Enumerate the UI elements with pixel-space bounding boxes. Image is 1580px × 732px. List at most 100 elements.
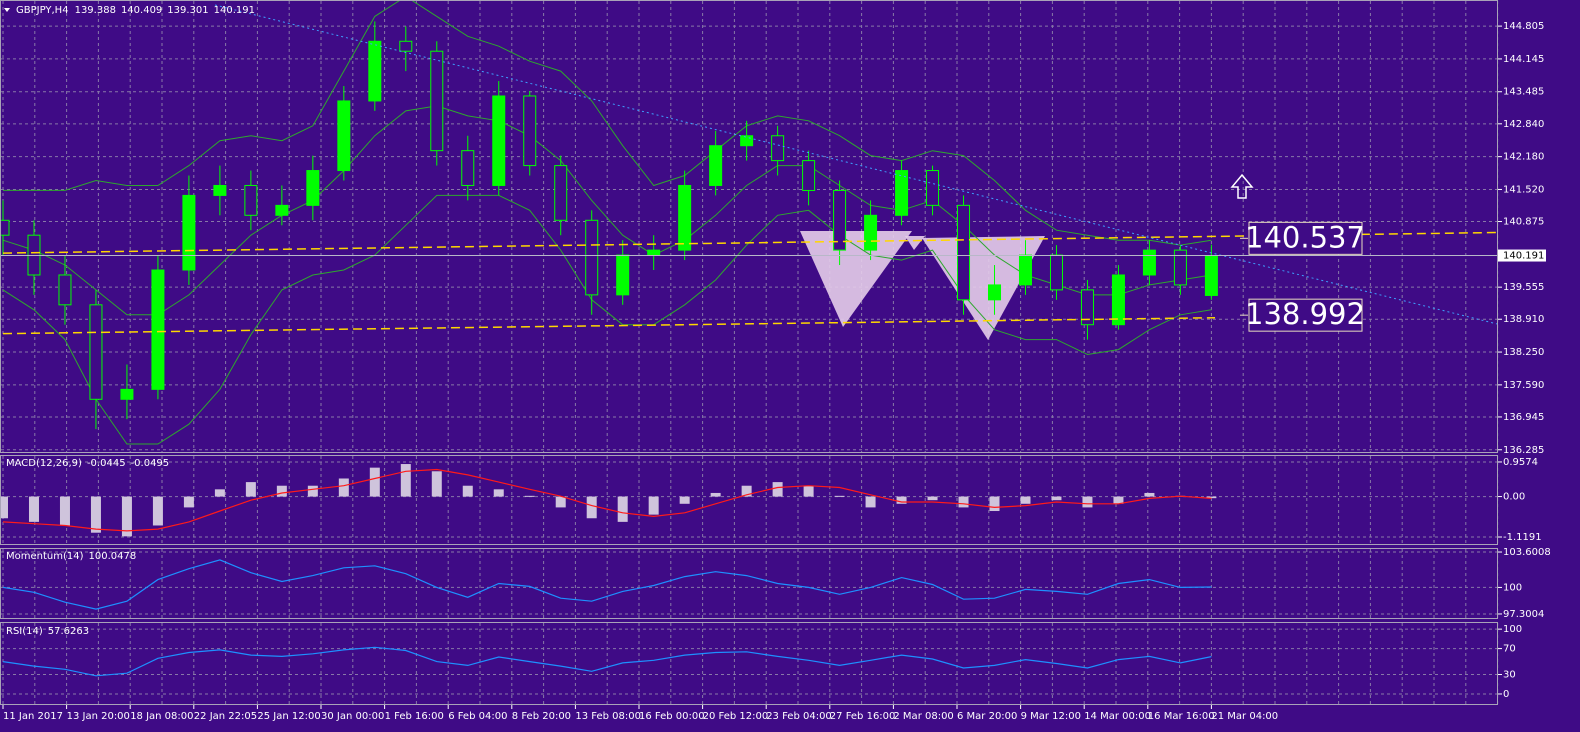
candle-body — [585, 219, 599, 296]
panel-frames — [0, 0, 1498, 705]
macd-bar — [710, 492, 721, 497]
macd-bar — [586, 496, 597, 519]
label: Momentum(14) — [6, 551, 84, 562]
y-tick-label: 140.875 — [1503, 217, 1544, 228]
macd-bar — [555, 496, 566, 508]
y-tick-label: 0.9574 — [1503, 457, 1538, 468]
rsi-header: RSI(14) 57.6263 — [6, 626, 89, 637]
rsi-value: 57.6263 — [48, 626, 89, 637]
price-plot — [0, 0, 1498, 445]
price-label: 138.992 — [1245, 297, 1365, 331]
candle-body — [554, 165, 568, 221]
candle-body — [523, 95, 537, 167]
menu-arrow[interactable] — [4, 8, 10, 12]
macd-bar — [400, 464, 411, 497]
candle-body — [647, 249, 661, 256]
macd-bar — [1144, 492, 1155, 497]
x-tick-label: 11 Jan 2017 — [3, 711, 63, 722]
x-tick-label: 6 Feb 04:00 — [448, 711, 507, 722]
x-tick-label: 18 Jan 08:00 — [130, 711, 193, 722]
bollinger-middle — [2, 105, 1212, 316]
macd-bar — [803, 485, 814, 497]
macd-bar — [90, 496, 101, 533]
candle-body — [461, 150, 475, 186]
y-tick-label: 137.590 — [1503, 380, 1544, 391]
y-tick-label: 0.00 — [1503, 492, 1525, 503]
candle-body — [151, 269, 165, 390]
candle-body — [1111, 274, 1125, 326]
macd-value: -0.0445 — [87, 458, 126, 469]
candle-body — [864, 214, 878, 251]
pattern-triangle — [922, 236, 1045, 340]
macd-bar — [648, 496, 659, 515]
macd-bar — [772, 482, 783, 497]
candle-body — [957, 204, 971, 301]
macd-bar — [493, 489, 504, 497]
symbol: GBPJPY,H4 — [16, 5, 69, 16]
candle-body — [0, 219, 10, 236]
y-tick-label: 141.520 — [1503, 184, 1544, 195]
indicator-line — [2, 559, 1212, 610]
macd-bar — [28, 496, 39, 522]
x-tick-label: 6 Mar 20:00 — [957, 711, 1017, 722]
open: 139.388 — [75, 5, 116, 16]
x-tick-label: 8 Feb 20:00 — [512, 711, 571, 722]
candle-body — [988, 284, 1002, 301]
candle-body — [740, 135, 754, 147]
y-tick-label: 100 — [1503, 582, 1522, 593]
x-tick-label: 25 Jan 12:00 — [257, 711, 320, 722]
x-tick-label: 14 Mar 00:00 — [1084, 711, 1151, 722]
macd-bar — [462, 485, 473, 497]
macd-bar — [1206, 496, 1217, 499]
macd-bar — [834, 495, 845, 497]
x-tick-label: 16 Mar 16:00 — [1148, 711, 1215, 722]
x-tick-label: 9 Mar 12:00 — [1021, 711, 1081, 722]
pattern-triangle — [905, 236, 925, 250]
macd-bar — [1113, 496, 1124, 504]
main-frame — [0, 0, 1498, 453]
macd-bar — [152, 496, 163, 526]
x-tick-label: 1 Feb 16:00 — [385, 711, 444, 722]
bollinger-lower — [2, 194, 1212, 445]
trendline — [214, 4, 1498, 325]
y-tick-label: 30 — [1503, 670, 1516, 681]
x-tick-label: 13 Jan 20:00 — [67, 711, 130, 722]
y-tick-label: 142.180 — [1503, 152, 1544, 163]
macd-bar — [1051, 496, 1062, 501]
candle-body — [1080, 289, 1094, 326]
candle-body — [337, 100, 351, 172]
macd-bar — [183, 496, 194, 508]
low: 139.301 — [167, 5, 208, 16]
y-tick-label: 143.485 — [1503, 87, 1544, 98]
candle-body — [244, 184, 258, 216]
macd-bar — [0, 496, 8, 519]
high: 140.409 — [121, 5, 162, 16]
candle-body — [1204, 255, 1218, 296]
candle-body — [1018, 254, 1032, 286]
y-tick-label: 136.945 — [1503, 412, 1544, 423]
y-tick-label: 103.6008 — [1503, 547, 1551, 558]
candle-body — [616, 254, 630, 296]
x-tick-label: 16 Feb 00:00 — [639, 711, 705, 722]
x-tick-label: 30 Jan 00:00 — [321, 711, 384, 722]
macd-bar — [214, 489, 225, 497]
signal-line — [2, 468, 1212, 532]
macd-bar — [276, 485, 287, 497]
y-tick-label: 100 — [1503, 624, 1522, 635]
candle-body — [430, 50, 444, 152]
y-tick-label: 142.840 — [1503, 119, 1544, 130]
price-label: 140.537 — [1245, 220, 1365, 254]
macd-bar — [958, 496, 969, 508]
y-tick-label: 0 — [1503, 689, 1509, 700]
x-tick-label: 27 Feb 16:00 — [830, 711, 896, 722]
candle-body — [1049, 254, 1063, 291]
macd-bar — [865, 496, 876, 508]
candle-body — [895, 170, 909, 216]
macd-bar — [989, 496, 1000, 512]
y-tick-label: 136.285 — [1503, 445, 1544, 456]
candle-body — [833, 189, 847, 251]
y-tick-label: 144.145 — [1503, 54, 1544, 65]
pattern-drawings — [800, 231, 1045, 340]
